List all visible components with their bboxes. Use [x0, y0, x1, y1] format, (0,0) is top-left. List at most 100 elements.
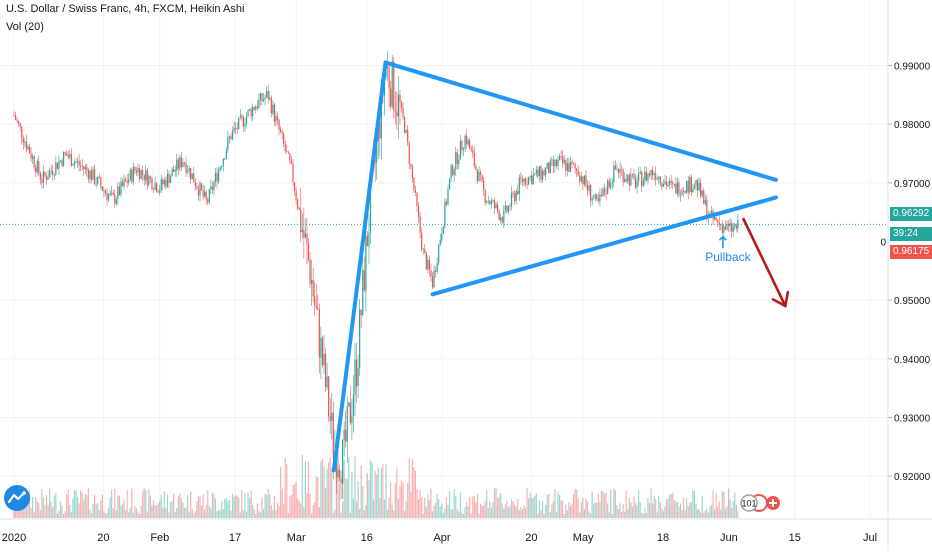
volume-bar [613, 488, 615, 518]
volume-bar [424, 497, 426, 518]
candle-body [173, 169, 175, 172]
volume-bar [76, 496, 79, 518]
candle-body [328, 376, 330, 417]
volume-bar [676, 502, 678, 518]
volume-bar [630, 502, 632, 518]
candle-body [213, 181, 215, 190]
candle-body [18, 120, 20, 124]
volume-bar [735, 504, 737, 518]
volume-bar [514, 504, 516, 518]
volume-bar [236, 495, 238, 518]
candle-body [47, 177, 49, 180]
candle-body [207, 199, 209, 203]
candle-body [120, 181, 122, 195]
candle-body [551, 159, 553, 161]
volume-bar [571, 503, 573, 518]
trendlines[interactable] [0, 60, 888, 473]
volume-bar [75, 490, 77, 518]
volume-bar [13, 507, 15, 518]
volume-bar [36, 501, 38, 518]
volume-bar [163, 491, 165, 518]
candle-body [727, 224, 730, 227]
volume-bar [329, 457, 331, 518]
candle-body [235, 127, 237, 129]
candle-body [81, 165, 83, 167]
candle-body [76, 160, 79, 162]
volume-bar [377, 467, 379, 518]
volume-bar [138, 513, 141, 518]
volume-bar [523, 505, 525, 518]
candle-body [25, 141, 27, 150]
candle-body [270, 97, 272, 114]
volume-bar [524, 508, 527, 518]
volume-bar [117, 495, 119, 518]
candle-body [448, 178, 451, 190]
candle-body [593, 198, 595, 200]
volume-bar [565, 504, 567, 518]
volume-bar [326, 468, 328, 518]
time-tick-label: Mar [287, 532, 306, 544]
volume-bar [331, 467, 333, 518]
candle-body [647, 173, 649, 181]
candle-body [411, 165, 413, 178]
candle-body [19, 123, 21, 127]
volume-bar [242, 510, 244, 518]
volume-bar [371, 462, 373, 518]
candle-body [731, 223, 733, 232]
volume-bar [393, 510, 395, 518]
volume-bar [323, 466, 325, 518]
candle-body [425, 253, 427, 270]
candle-body [103, 190, 105, 192]
price-tick-label: 0.92000 [894, 472, 931, 483]
volume-bar [495, 488, 497, 518]
volume-bar [27, 493, 29, 518]
volume-bar [532, 498, 534, 518]
volume-bar [679, 503, 682, 518]
candle-body [435, 270, 437, 272]
candle-body [408, 142, 410, 164]
volume-bar [191, 509, 193, 518]
volume-bar [658, 495, 660, 518]
candle-body [611, 182, 613, 184]
volume-bar [261, 497, 263, 518]
candle-body [597, 199, 599, 202]
candle-body [644, 171, 646, 181]
tradingview-logo-icon[interactable] [4, 485, 30, 511]
volume-bar [419, 490, 421, 518]
volume-bar [644, 507, 646, 518]
candle-body [529, 175, 531, 178]
grid [0, 0, 888, 518]
volume-bar [526, 488, 528, 518]
volume-bar [386, 509, 389, 518]
volume-bar [397, 499, 399, 518]
candle-body [363, 269, 365, 291]
candle-body [193, 173, 195, 183]
candle-body [321, 337, 324, 366]
volume-bar [631, 506, 634, 518]
volume-bar [247, 492, 249, 518]
volume-bar [417, 499, 420, 518]
volume-bar [706, 508, 708, 518]
candle-body [543, 170, 545, 176]
volume-bar [586, 501, 589, 518]
candle-body [152, 189, 155, 190]
volume-bar [33, 511, 35, 518]
volume-bar [252, 504, 254, 518]
candle-body [351, 415, 353, 423]
candle-body [104, 190, 107, 194]
candle-body [264, 97, 266, 100]
volume-bar [707, 512, 709, 518]
candle-body [298, 208, 300, 210]
candle-body [410, 163, 412, 166]
volume-bar [72, 498, 74, 518]
candle-body [473, 153, 475, 166]
volume-bar [340, 512, 342, 518]
volume-bar [104, 513, 107, 518]
volume-bar [218, 510, 220, 518]
volume-bar [517, 498, 519, 518]
candle-body [452, 165, 454, 176]
volume-bar [59, 501, 62, 518]
candle-body [252, 107, 254, 117]
